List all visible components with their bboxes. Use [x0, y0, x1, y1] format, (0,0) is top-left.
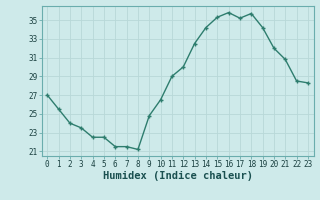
X-axis label: Humidex (Indice chaleur): Humidex (Indice chaleur) — [103, 171, 252, 181]
